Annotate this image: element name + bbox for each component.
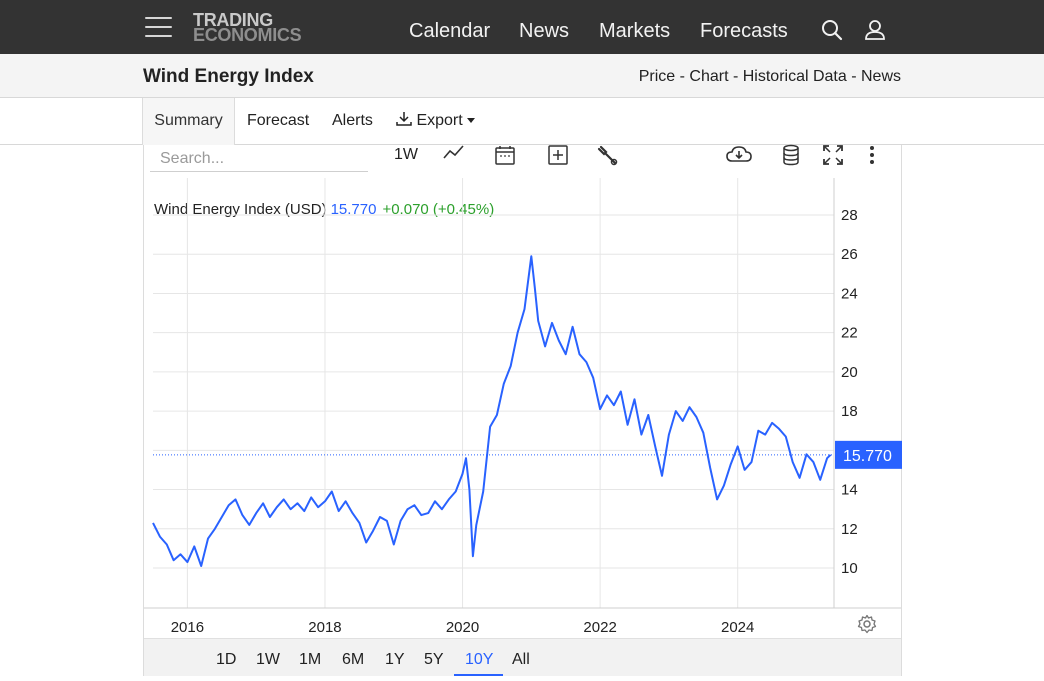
chart-legend: Wind Energy Index (USD) 15.770 +0.070 (+0.… — [154, 201, 494, 218]
crumb-separator: - — [846, 68, 861, 85]
legend-series-name: Wind Energy Index (USD) — [154, 201, 327, 218]
breadcrumb: Price - Chart - Historical Data - News — [639, 68, 901, 86]
settings-gear-icon[interactable] — [857, 614, 877, 634]
add-series-icon[interactable] — [547, 144, 569, 166]
tab-forecast[interactable]: Forecast — [247, 112, 310, 129]
cloud-download-icon[interactable] — [726, 144, 752, 166]
range-bar — [144, 638, 901, 676]
nav-markets[interactable]: Markets — [599, 20, 671, 42]
legend-change: +0.070 (+0.45%) — [382, 201, 495, 218]
search-icon[interactable] — [821, 19, 843, 41]
calendar-icon[interactable] — [494, 144, 516, 166]
nav-calendar[interactable]: Calendar — [409, 20, 491, 42]
search-input[interactable] — [150, 146, 368, 172]
crumb-separator: - — [675, 68, 690, 85]
tab-export-label: Export — [416, 112, 463, 129]
user-icon[interactable] — [864, 19, 886, 41]
chevron-down-icon — [466, 118, 475, 124]
range-1y[interactable]: 1Y — [385, 651, 405, 668]
chart-panel — [143, 145, 902, 676]
line-chart-icon[interactable] — [443, 143, 465, 163]
tab-summary[interactable]: Summary — [142, 98, 235, 145]
range-1d[interactable]: 1D — [216, 651, 237, 668]
range-active-indicator — [454, 674, 503, 676]
fullscreen-icon[interactable] — [822, 144, 844, 166]
logo-line-1: TRADING — [193, 10, 273, 30]
nav-forecasts[interactable]: Forecasts — [700, 20, 788, 42]
range-6m[interactable]: 6M — [342, 651, 365, 668]
range-1m[interactable]: 1M — [299, 651, 322, 668]
range-1w[interactable]: 1W — [256, 651, 280, 668]
range-all[interactable]: All — [512, 651, 530, 668]
logo-line-2: ECONOMICS — [193, 25, 302, 45]
top-navbar: TRADING ECONOMICS Calendar News Markets … — [0, 0, 1044, 54]
title-bar: Wind Energy Index Price - Chart - Histor… — [0, 54, 1044, 98]
tab-export[interactable]: Export — [396, 98, 475, 145]
crumb-price[interactable]: Price — [638, 68, 676, 85]
logo[interactable]: TRADING ECONOMICS — [193, 10, 302, 45]
range-10y[interactable]: 10Y — [465, 651, 494, 668]
range-5y[interactable]: 5Y — [424, 651, 444, 668]
crumb-chart[interactable]: Chart — [689, 68, 729, 85]
database-icon[interactable] — [781, 144, 801, 166]
tabs-row: Summary Forecast Alerts Export — [0, 98, 1044, 145]
more-options-icon[interactable] — [866, 144, 878, 166]
hamburger-icon[interactable] — [145, 17, 172, 39]
crumb-historical-data[interactable]: Historical Data — [742, 68, 847, 85]
download-icon — [396, 112, 412, 126]
legend-value: 15.770 — [330, 201, 377, 218]
tab-alerts[interactable]: Alerts — [332, 112, 373, 129]
wrench-icon[interactable] — [597, 144, 619, 166]
nav-news[interactable]: News — [519, 20, 570, 42]
crumb-news[interactable]: News — [860, 68, 901, 85]
page-title: Wind Energy Index — [143, 66, 314, 87]
interval-selector[interactable]: 1W — [394, 146, 418, 163]
crumb-separator: - — [728, 68, 743, 85]
